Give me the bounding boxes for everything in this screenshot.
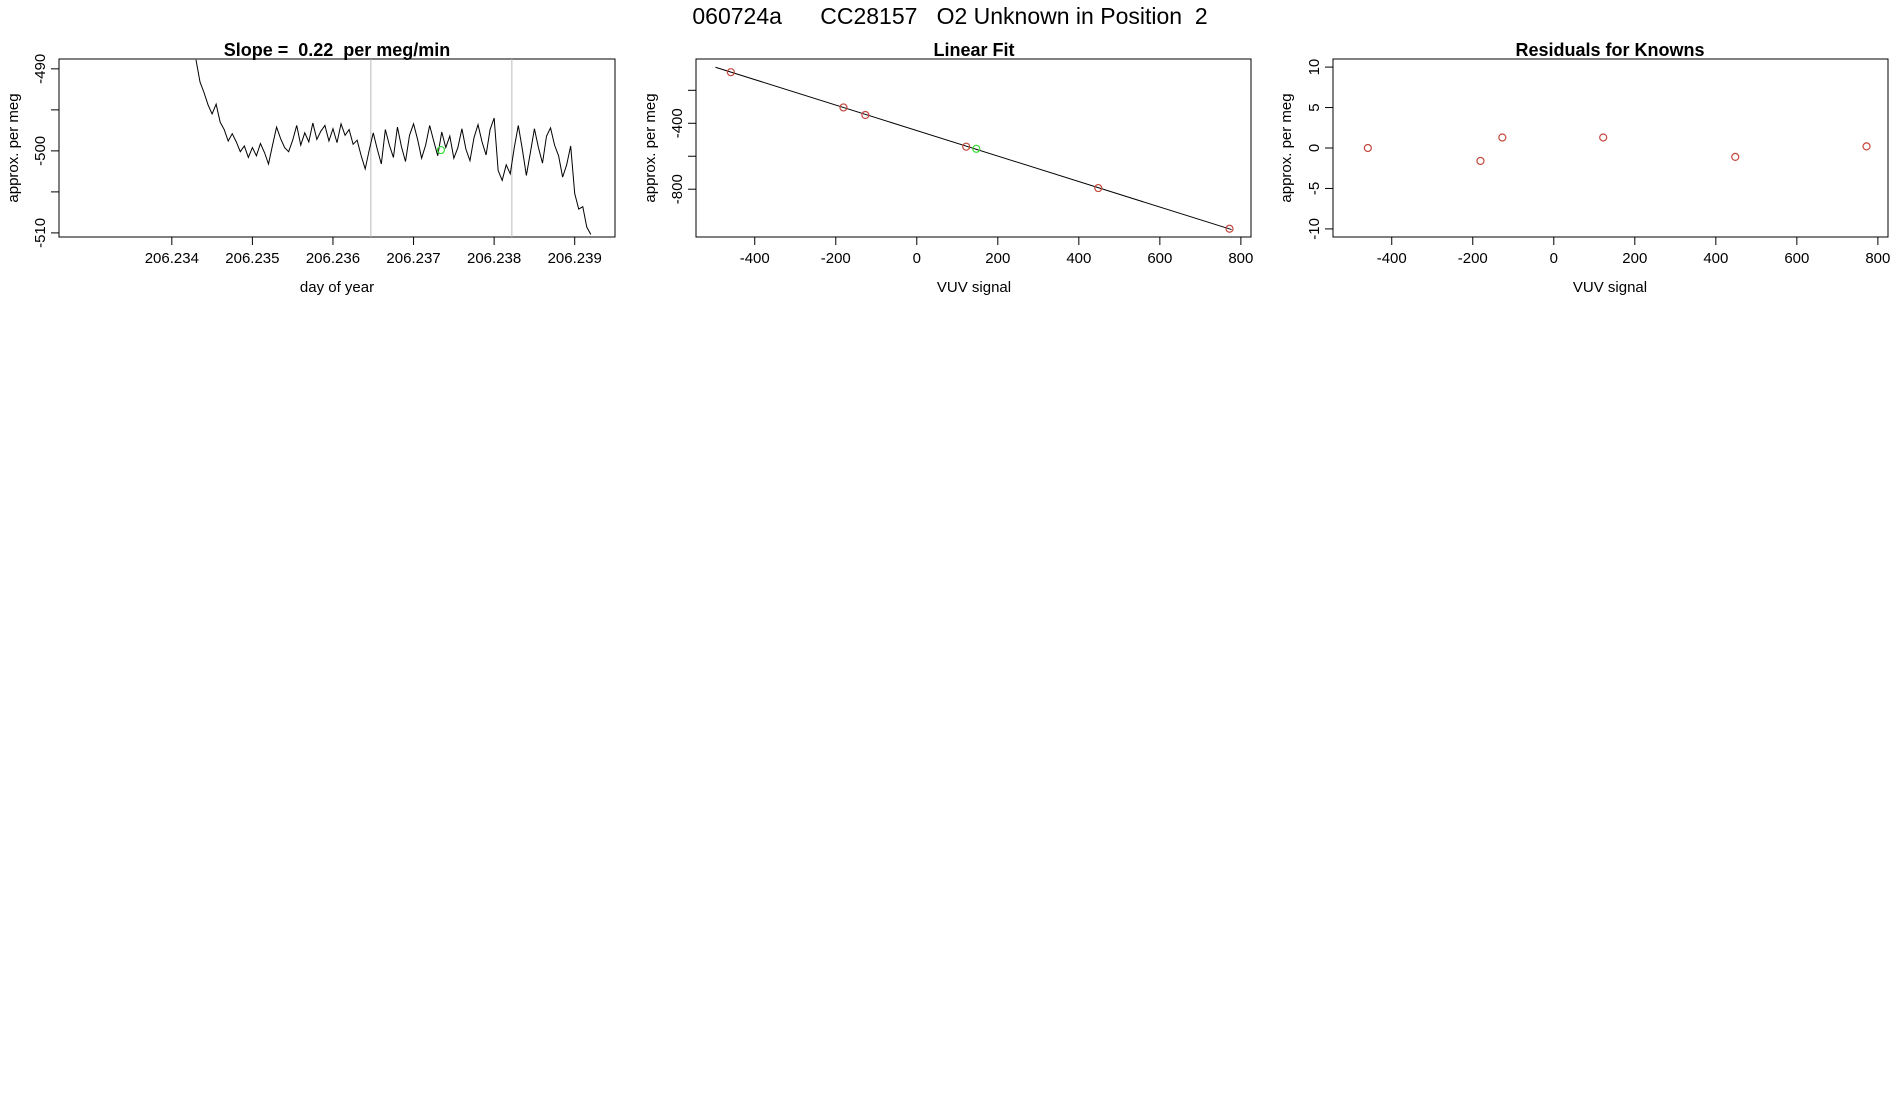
time-series-x-tick-label: 206.237 <box>386 250 440 267</box>
linear-fit-y-tick-label: -400 <box>669 108 686 138</box>
residuals-y-tick-label: 5 <box>1306 103 1323 111</box>
linear-fit-x-tick-label: 0 <box>913 250 921 267</box>
linear-fit-title: Linear Fit <box>933 40 1014 60</box>
linear-fit-y-tick-label: -800 <box>669 174 686 204</box>
known-point <box>726 68 735 77</box>
time-series-plot-frame <box>58 58 616 238</box>
linear-fit-xlabel: VUV signal <box>937 279 1011 296</box>
residual-point <box>1498 133 1507 142</box>
residual-point <box>1476 156 1485 166</box>
linear-fit-plot-frame <box>695 58 1252 238</box>
time-series-ylabel: approx. per meg <box>5 93 22 202</box>
residuals-x-tick-label: -200 <box>1458 250 1488 267</box>
time-series-panel: Slope = 0.22 per meg/min day of year app… <box>5 40 616 296</box>
linear-fit-x-tick-label: -400 <box>740 250 770 267</box>
time-series-line <box>195 59 592 235</box>
residual-point <box>1731 152 1740 161</box>
time-series-title: Slope = 0.22 per meg/min <box>224 40 451 60</box>
known-point <box>1225 224 1234 233</box>
known-point <box>1094 183 1103 193</box>
residuals-x-tick-label: 200 <box>1622 250 1647 267</box>
time-series-x-tick-label: 206.235 <box>225 250 279 267</box>
residuals-plot-area <box>1363 133 1871 166</box>
residuals-y-tick-label: 0 <box>1306 144 1323 152</box>
time-series-x-tick-label: 206.238 <box>467 250 521 267</box>
residuals-x-tick-label: 0 <box>1550 250 1558 267</box>
fit-line <box>715 66 1232 231</box>
residuals-y-tick-label: 10 <box>1306 59 1323 76</box>
residuals-x-tick-label: 400 <box>1703 250 1728 267</box>
residuals-ylabel: approx. per meg <box>1278 93 1295 202</box>
time-series-y-tick-label: -510 <box>32 218 49 248</box>
linear-fit-x-tick-label: 800 <box>1228 250 1253 267</box>
linear-fit-x-tick-label: 600 <box>1147 250 1172 267</box>
linear-fit-ylabel: approx. per meg <box>642 93 659 202</box>
linear-fit-x-tick-label: -200 <box>821 250 851 267</box>
residual-point <box>1363 143 1372 153</box>
residuals-x-tick-label: 600 <box>1784 250 1809 267</box>
time-series-plot-area <box>195 59 592 237</box>
known-point <box>839 103 848 112</box>
linear-fit-plot-area <box>715 66 1234 233</box>
known-point <box>962 142 971 151</box>
time-series-x-tick-label: 206.236 <box>306 250 360 267</box>
residuals-x-tick-label: 800 <box>1865 250 1890 267</box>
linear-fit-x-tick-label: 400 <box>1066 250 1091 267</box>
residuals-y-tick-label: -5 <box>1306 182 1323 195</box>
residuals-title: Residuals for Knowns <box>1515 40 1704 60</box>
residuals-x-tick-label: -400 <box>1377 250 1407 267</box>
linear-fit-x-tick-label: 200 <box>985 250 1010 267</box>
unknown-point <box>972 144 981 153</box>
unknown-mean-point <box>436 145 446 155</box>
known-point <box>861 110 870 120</box>
time-series-y-tick-label: -500 <box>32 136 49 166</box>
residuals-plot-frame <box>1332 58 1889 238</box>
residuals-xlabel: VUV signal <box>1573 279 1647 296</box>
residuals-y-tick-label: -10 <box>1306 218 1323 240</box>
time-series-x-tick-label: 206.234 <box>145 250 199 267</box>
linear-fit-panel: Linear Fit VUV signal approx. per meg -4… <box>642 40 1253 296</box>
time-series-y-tick-label: -490 <box>32 54 49 84</box>
time-series-x-tick-label: 206.239 <box>548 250 602 267</box>
residual-point <box>1599 133 1608 142</box>
figure-title: 060724a CC28157 O2 Unknown in Position 2 <box>692 3 1207 29</box>
time-series-xlabel: day of year <box>300 279 374 296</box>
residual-point <box>1862 142 1871 151</box>
residuals-panel: Residuals for Knowns VUV signal approx. … <box>1278 40 1890 296</box>
